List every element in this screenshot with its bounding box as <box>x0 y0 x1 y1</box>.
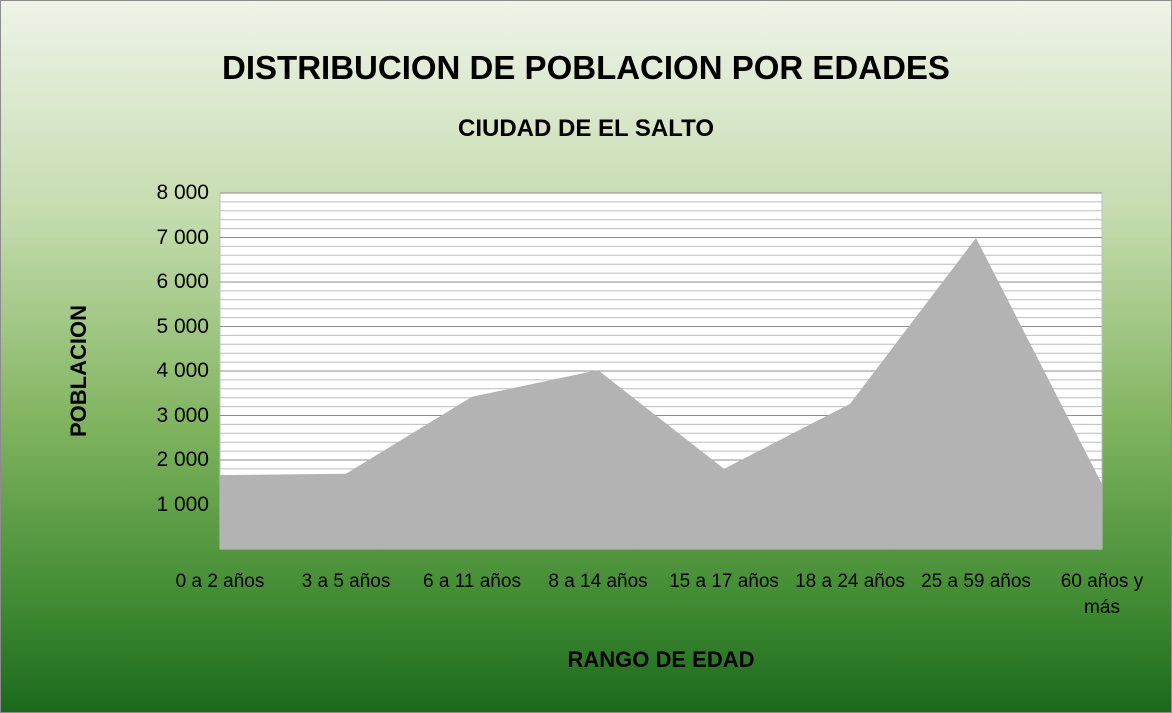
x-tick-label: 6 a 11 años <box>423 571 521 592</box>
x-tick-label: 0 a 2 años <box>175 571 265 592</box>
x-tick-label: 8 a 14 años <box>548 571 648 592</box>
x-axis-label: RANGO DE EDAD <box>567 647 755 672</box>
x-tick-label: 25 a 59 años <box>921 571 1031 592</box>
x-tick-label: 3 a 5 años <box>301 571 391 592</box>
y-axis-label: POBLACION <box>66 305 91 437</box>
y-tick-label: 1 000 <box>156 492 209 516</box>
x-tick-label: 18 a 24 años <box>795 571 905 592</box>
chart-title: DISTRIBUCION DE POBLACION POR EDADES <box>222 49 950 86</box>
y-tick-label: 3 000 <box>156 403 209 427</box>
y-tick-label: 4 000 <box>156 359 209 382</box>
y-tick-label: 2 000 <box>156 448 209 471</box>
y-tick-label: 8 000 <box>156 181 209 204</box>
x-tick-label: 15 a 17 años <box>669 571 779 592</box>
y-tick-label: 7 000 <box>156 225 209 249</box>
x-tick-label: 60 años y más <box>1060 571 1144 618</box>
y-tick-label: 5 000 <box>156 314 209 338</box>
area <box>220 237 1102 549</box>
chart-subtitle: CIUDAD DE EL SALTO <box>457 115 715 142</box>
y-tick-label: 6 000 <box>156 270 209 293</box>
